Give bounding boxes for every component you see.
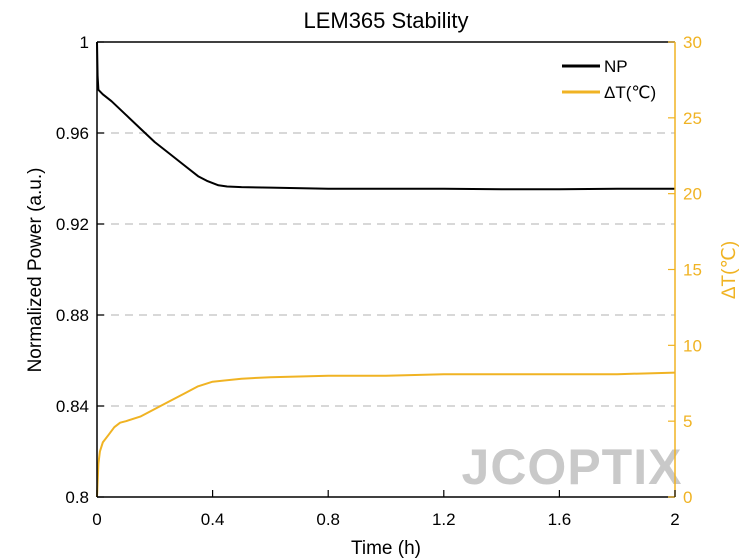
legend: NP ΔT(℃) xyxy=(562,57,656,102)
y2-tick-label: 10 xyxy=(683,336,702,355)
y-tick-label: 0.92 xyxy=(56,215,89,234)
y-axis-label: Normalized Power (a.u.) xyxy=(25,168,46,373)
grid-lines xyxy=(97,132,675,407)
x-tick-label: 1.6 xyxy=(548,510,572,529)
chart-title: LEM365 Stability xyxy=(303,8,468,33)
series-line-np xyxy=(96,41,675,191)
x-tick-label: 0.4 xyxy=(201,510,225,529)
y-tick-label: 0.96 xyxy=(56,124,89,143)
y-tick-label: 0.8 xyxy=(65,488,89,507)
y2-tick-label: 25 xyxy=(683,109,702,128)
y2-tick-label: 15 xyxy=(683,261,702,280)
y-tick-label: 1 xyxy=(80,33,89,52)
x-tick-label: 2 xyxy=(670,510,679,529)
y2-tick-label: 30 xyxy=(683,33,702,52)
y2-axis-label: ΔT(℃) xyxy=(719,241,740,299)
x-axis-label: Time (h) xyxy=(351,538,421,559)
x-tick-label: 0.8 xyxy=(316,510,340,529)
x-tick-label: 0 xyxy=(92,510,101,529)
y2-tick-label: 20 xyxy=(683,185,702,204)
series-lines xyxy=(96,41,676,498)
y2-tick-label: 0 xyxy=(683,488,692,507)
legend-label-np: NP xyxy=(604,57,628,76)
watermark-logo: JCOPTIX xyxy=(462,439,683,495)
y-tick-label: 0.84 xyxy=(56,397,89,416)
y2-tick-label: 5 xyxy=(683,412,692,431)
x-tick-label: 1.2 xyxy=(432,510,456,529)
y-tick-label: 0.88 xyxy=(56,306,89,325)
series-line-dt xyxy=(96,371,676,498)
legend-label-dt: ΔT(℃) xyxy=(604,83,656,102)
